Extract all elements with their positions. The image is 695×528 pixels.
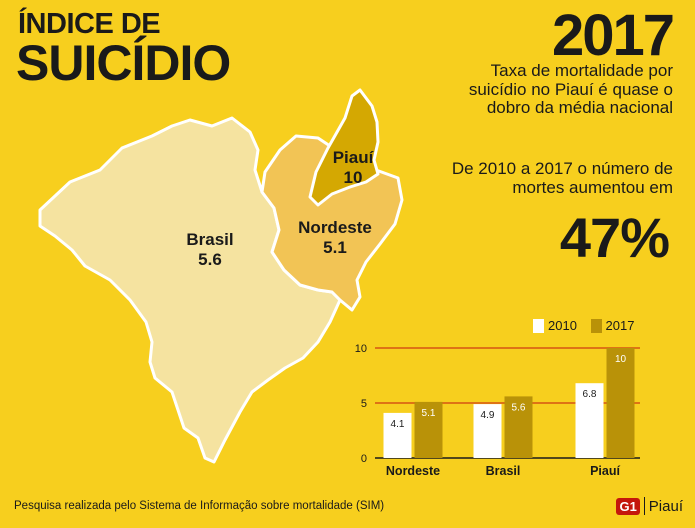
bar-2017-1 [504, 396, 533, 458]
piaui-value: 10 [343, 168, 363, 187]
data-label-2010-0: 4.1 [391, 419, 405, 430]
data-label-2010-1: 4.9 [481, 410, 495, 421]
data-label-2017-1: 5.6 [512, 402, 526, 413]
legend-label-2010: 2010 [548, 318, 577, 333]
brasil-region-shape [38, 116, 342, 464]
bar-2010-1 [473, 404, 502, 458]
nordeste-name: Nordeste [298, 218, 372, 237]
nordeste-map-label: Nordeste 5.1 [290, 218, 380, 258]
legend-swatch-2010 [533, 318, 544, 333]
legend-swatch-2017 [590, 318, 602, 333]
y-tick-label-2: 10 [355, 343, 367, 355]
year-heading: 2017 [551, 3, 675, 68]
data-label-2010-2: 6.8 [583, 389, 597, 400]
bar-2017-0 [414, 401, 443, 458]
x-tick-label-2: Piauí [590, 464, 620, 478]
bar-2010-0 [383, 412, 412, 458]
piaui-region-shape [308, 88, 380, 207]
brasil-name: Brasil [186, 230, 234, 249]
bar-2010-2 [575, 383, 604, 458]
legend-item-2010: 2010 [533, 318, 577, 333]
piaui-name: Piauí [332, 148, 374, 167]
g1-brand-mark: G1 [616, 497, 640, 515]
description-mortality: Taxa de mortalidade por suicídio no Piau… [468, 61, 673, 117]
x-tick-label-1: Brasil [486, 464, 521, 478]
nordeste-value: 5.1 [323, 238, 347, 257]
g1-logo: G1 Piauí [616, 497, 683, 515]
y-tick-label-0: 0 [361, 453, 367, 465]
logo-region: Piauí [648, 497, 683, 515]
chart-legend: 2010 2017 [533, 318, 644, 336]
source-note: Pesquisa realizada pelo Sistema de Infor… [14, 500, 385, 512]
title-line-1: ÍNDICE DE [18, 8, 161, 40]
description-increase: De 2010 a 2017 o número de mortes aument… [451, 159, 673, 197]
bar-2017-2 [606, 348, 635, 458]
data-label-2017-2: 10 [615, 354, 627, 365]
piaui-map-label: Piauí 10 [318, 148, 388, 188]
title-line-2: SUICÍDIO [16, 35, 231, 91]
legend-item-2017: 2017 [590, 318, 635, 333]
increase-percent: 47% [559, 206, 670, 269]
data-label-2017-0: 5.1 [422, 408, 436, 419]
logo-divider [643, 497, 645, 515]
brasil-map-label: Brasil 5.6 [170, 230, 250, 270]
y-tick-label-1: 5 [361, 398, 367, 410]
x-tick-label-0: Nordeste [386, 464, 440, 478]
brasil-value: 5.6 [198, 250, 222, 269]
legend-label-2017: 2017 [605, 318, 635, 333]
